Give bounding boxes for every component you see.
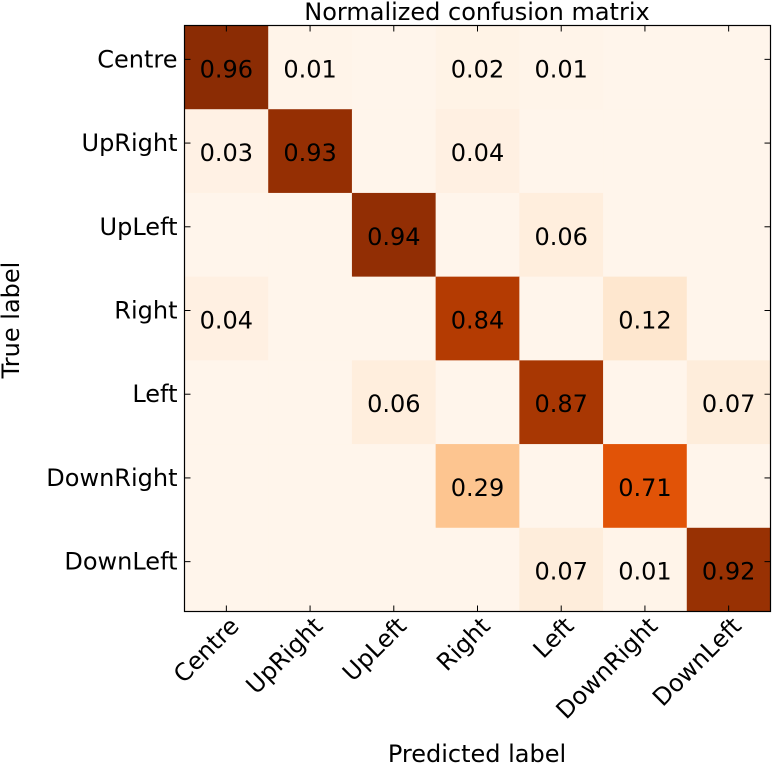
heatmap-cell-4-2 <box>351 360 437 445</box>
heatmap-cell-1-1 <box>268 109 353 194</box>
heatmap-cell-1-0 <box>184 109 269 194</box>
heatmap-cell-3-3 <box>435 276 520 361</box>
y-axis-label: True label <box>0 262 25 380</box>
cell-value-5-3: 0.29 <box>451 474 504 502</box>
cell-value-4-2: 0.06 <box>367 390 420 418</box>
x-tick-label: DownLeft <box>647 612 747 712</box>
x-tick-label: UpRight <box>241 612 329 700</box>
cell-value-1-3: 0.04 <box>451 139 504 167</box>
heatmap-cell-3-6 <box>686 276 771 361</box>
heatmap-cell-5-1 <box>268 444 353 529</box>
chart-title: Normalized confusion matrix <box>304 0 649 26</box>
x-tick-label: Right <box>431 612 495 676</box>
heatmap-cell-1-6 <box>686 109 771 194</box>
heatmap-cell-4-1 <box>268 360 353 445</box>
y-tick-label: Left <box>132 380 177 408</box>
heatmap-cell-6-0 <box>184 527 269 612</box>
heatmap-cell-2-0 <box>184 192 269 278</box>
cell-value-1-0: 0.03 <box>200 139 253 167</box>
heatmap-cell-4-0 <box>184 360 269 445</box>
heatmap-cell-4-6 <box>686 360 771 445</box>
heatmap-cell-5-2 <box>351 444 437 529</box>
cell-value-3-0: 0.04 <box>200 307 253 335</box>
cell-value-4-6: 0.07 <box>702 390 755 418</box>
heatmap-cell-6-3 <box>435 527 520 612</box>
heatmap-cell-3-5 <box>603 276 688 361</box>
heatmap-cell-5-0 <box>184 444 269 529</box>
heatmap-cell-1-2 <box>351 109 437 194</box>
cell-value-1-1: 0.93 <box>283 139 336 167</box>
cell-value-0-4: 0.01 <box>534 55 587 83</box>
heatmap-cell-0-3 <box>435 25 520 110</box>
y-tick-label: UpRight <box>82 129 178 157</box>
y-tick-label: Centre <box>97 45 177 73</box>
heatmap-cell-0-6 <box>686 25 771 110</box>
heatmap-cell-2-6 <box>686 192 771 278</box>
heatmap-cell-2-5 <box>603 192 688 278</box>
heatmap-cell-2-4 <box>519 192 604 278</box>
heatmap-cell-1-3 <box>435 109 520 194</box>
cell-value-0-0: 0.96 <box>200 55 253 83</box>
x-tick-label: Left <box>528 612 580 664</box>
heatmap-cell-3-2 <box>351 276 437 361</box>
heatmap-cell-2-3 <box>435 192 520 278</box>
heatmap-cell-5-6 <box>686 444 771 529</box>
heatmap-cell-0-0 <box>184 25 269 110</box>
heatmap-cell-6-2 <box>351 527 437 612</box>
y-tick-label: DownRight <box>46 464 177 492</box>
heatmap-cell-0-5 <box>603 25 688 110</box>
heatmap-cell-6-4 <box>519 527 604 612</box>
heatmap-cell-6-6 <box>686 527 771 612</box>
x-axis-label: Predicted label <box>388 740 566 764</box>
heatmap-cell-0-4 <box>519 25 604 110</box>
y-tick-label: Right <box>114 297 177 325</box>
heatmap-cell-1-5 <box>603 109 688 194</box>
heatmap-cell-5-3 <box>435 444 520 529</box>
heatmap-cell-4-4 <box>519 360 604 445</box>
y-axis: Centre UpRight UpLeft Right Left DownRight Dow… <box>46 45 771 576</box>
cell-value-3-3: 0.84 <box>451 307 504 335</box>
cell-value-2-2: 0.94 <box>367 223 420 251</box>
cell-value-6-5: 0.01 <box>618 558 671 586</box>
cell-value-6-4: 0.07 <box>534 558 587 586</box>
cell-value-4-4: 0.87 <box>534 390 587 418</box>
heatmap-cell-6-5 <box>603 527 688 612</box>
cell-value-3-5: 0.12 <box>618 307 671 335</box>
heatmap-cell-4-3 <box>435 360 520 445</box>
heatmap-cell-3-1 <box>268 276 353 361</box>
heatmap-cell-5-4 <box>519 444 604 529</box>
heatmap-cell-1-4 <box>519 109 604 194</box>
y-tick-label: UpLeft <box>100 213 178 241</box>
cell-value-5-5: 0.71 <box>618 474 671 502</box>
heatmap-cell-3-0 <box>184 276 269 361</box>
x-tick-label: UpLeft <box>337 612 412 687</box>
cell-value-6-6: 0.92 <box>702 558 755 586</box>
cell-value-labels: 0.96 0.01 0.02 0.01 0.03 0.93 0.04 0.94 0.06 0.04… <box>200 55 756 585</box>
y-tick-label: DownLeft <box>64 548 177 576</box>
cell-value-2-4: 0.06 <box>534 223 587 251</box>
heatmap-cells <box>184 25 771 612</box>
heatmap-cell-3-4 <box>519 276 604 361</box>
heatmap-cell-0-1 <box>268 25 353 110</box>
cell-value-0-3: 0.02 <box>451 55 504 83</box>
heatmap-cell-0-2 <box>351 25 437 110</box>
heatmap-cell-5-5 <box>603 444 688 529</box>
heatmap-cell-4-5 <box>603 360 688 445</box>
x-tick-label: Centre <box>168 612 245 689</box>
heatmap-cell-2-1 <box>268 192 353 278</box>
heatmap-cell-2-2 <box>351 192 437 278</box>
cell-value-0-1: 0.01 <box>283 55 336 83</box>
heatmap-cell-6-1 <box>268 527 353 612</box>
